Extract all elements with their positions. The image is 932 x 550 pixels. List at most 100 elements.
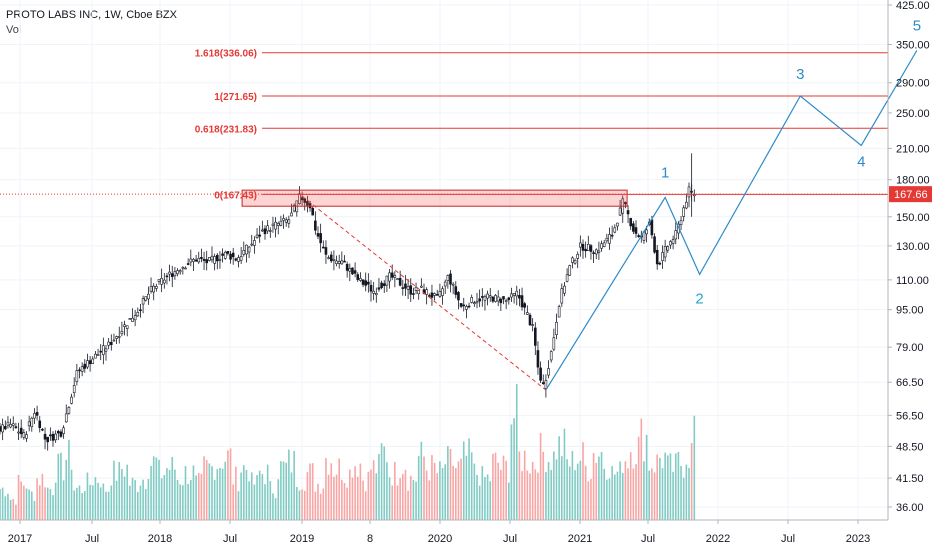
volume-bar <box>359 463 362 520</box>
candle-body <box>163 279 166 284</box>
volume-bar <box>197 472 200 520</box>
volume-bar <box>49 489 52 520</box>
candle-body <box>194 259 198 262</box>
candle-body <box>261 229 264 232</box>
candle-body <box>496 296 500 302</box>
candle-body <box>512 292 516 296</box>
volume-bar <box>213 479 216 520</box>
candle-body <box>435 294 439 296</box>
volume-bar <box>253 484 256 520</box>
candle-body <box>30 417 34 428</box>
volume-bar <box>38 485 41 520</box>
candle-body <box>457 292 460 301</box>
wave-label-3: 3 <box>796 66 804 83</box>
candle-body <box>75 370 79 383</box>
candle-body <box>480 296 484 298</box>
candle-body <box>488 295 492 298</box>
candle-body <box>626 210 630 215</box>
candle-body <box>345 263 349 271</box>
candle-body <box>340 260 344 265</box>
candle-body <box>382 283 386 287</box>
volume-bar <box>322 488 325 520</box>
volume-bar <box>89 484 91 520</box>
candle-body <box>173 271 177 277</box>
price-axis[interactable]: 425.00 350.00 290.00 250.00 210.00 180.00 150.… <box>887 0 932 520</box>
volume-bar <box>489 481 492 520</box>
volume-bar <box>277 479 280 520</box>
x-tick-label: Jul <box>85 533 99 545</box>
wave-label-1: 1 <box>661 164 669 181</box>
candle-body <box>584 248 587 252</box>
candle-body <box>91 358 95 364</box>
fib-label: 1(271.65) <box>214 92 257 103</box>
candle-body <box>486 293 489 299</box>
volume-bar <box>118 461 121 520</box>
candle-body <box>459 303 463 307</box>
volume-bar <box>481 466 484 520</box>
candle-body <box>33 413 36 419</box>
candle-body <box>139 309 142 312</box>
candle-body <box>515 290 519 297</box>
volume-bar <box>311 463 314 520</box>
volume-bar <box>243 465 245 520</box>
candle-body <box>504 300 508 302</box>
volume-bar <box>158 459 160 520</box>
last-price-label: 167.66 <box>894 189 928 201</box>
candle-body <box>306 200 309 206</box>
candle-body <box>276 223 280 226</box>
volume-bar <box>409 475 412 520</box>
volume-bar <box>688 467 690 520</box>
candle-body <box>404 283 407 289</box>
candle-body <box>35 412 39 416</box>
candle-body <box>467 305 471 308</box>
volume-bar <box>354 466 356 520</box>
volume-bar <box>174 469 176 520</box>
candle-body <box>133 315 137 321</box>
volume-bar <box>33 500 36 520</box>
time-axis[interactable]: 2017 Jul 2018 Jul 2019 8 2020 Jul 2021 Jul 2022 Jul… <box>0 519 888 545</box>
volume-bar <box>598 456 600 520</box>
volume-bar <box>150 465 152 520</box>
volume-bar <box>190 479 192 520</box>
candle-body <box>213 256 216 264</box>
candle-body <box>549 351 553 361</box>
candle-body <box>364 280 368 286</box>
candle-body <box>669 241 672 246</box>
candle-body <box>56 430 60 434</box>
candle-body <box>372 290 375 294</box>
volume-bar <box>166 468 168 520</box>
candle-body <box>589 245 593 252</box>
volume-bar <box>73 490 75 520</box>
volume-bar <box>651 468 653 520</box>
volume-bar <box>372 460 375 520</box>
volume-bar <box>346 487 348 520</box>
volume-bar <box>36 478 38 520</box>
volume-bar <box>566 459 568 520</box>
volume-bar <box>338 458 340 520</box>
volume-bar <box>224 461 227 520</box>
volume-bar <box>428 480 431 520</box>
volume-bar <box>168 469 171 520</box>
candle-body <box>425 289 428 295</box>
candle-body <box>120 330 124 335</box>
candle-body <box>250 243 254 246</box>
candle-body <box>377 287 381 290</box>
candle-body <box>629 218 633 227</box>
candle-body <box>216 254 219 262</box>
candle-body <box>592 252 595 254</box>
candle-body <box>298 193 301 205</box>
candle-body <box>632 223 635 232</box>
volume-bar <box>600 451 603 520</box>
candle-body <box>96 353 100 356</box>
volume-bar <box>492 453 494 520</box>
candle-body <box>510 293 513 298</box>
candle-body <box>573 260 577 264</box>
volume-bar <box>515 384 518 520</box>
candle-body <box>72 385 76 393</box>
volume-bar <box>457 461 460 520</box>
volume-bar <box>606 479 608 520</box>
x-tick-label: 2017 <box>8 533 32 545</box>
volume-bar <box>693 415 696 520</box>
volume-bar <box>349 469 351 520</box>
